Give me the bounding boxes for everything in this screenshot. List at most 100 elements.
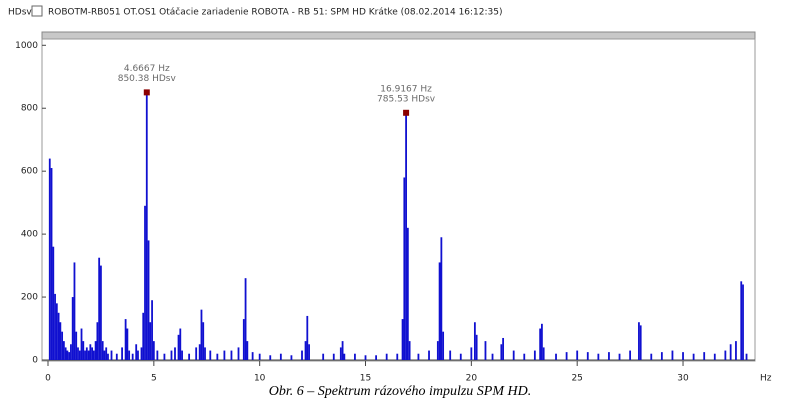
bar [101, 341, 104, 360]
bar [258, 353, 261, 360]
bar [512, 350, 515, 360]
bar [703, 352, 706, 360]
bar [354, 353, 356, 360]
bar [85, 347, 88, 360]
x-tick-label: 15 [360, 374, 371, 384]
bar [115, 353, 118, 360]
bar [135, 344, 138, 360]
bar [428, 350, 430, 360]
bar [124, 319, 127, 360]
annotation-y: 850.38 HDsv [118, 74, 177, 84]
bar [163, 353, 166, 360]
chart-title: ROBOTM-RB051 OT.OS1 Otáčacie zariadenie … [48, 7, 503, 18]
bar [151, 300, 153, 360]
icon [31, 5, 43, 17]
y-tick-label: 1000 [15, 41, 38, 51]
bar [639, 325, 642, 360]
caption: Obr. 6 – Spektrum rázového impulzu SPM H… [269, 384, 531, 399]
bar [735, 341, 737, 360]
bar [55, 303, 58, 360]
bar [54, 293, 56, 360]
bar [339, 347, 342, 360]
bar [491, 353, 494, 360]
bar [61, 331, 64, 360]
bar [91, 347, 93, 360]
bar [375, 355, 377, 360]
bar [70, 344, 72, 360]
bar [401, 319, 404, 360]
peak-marker [403, 109, 410, 116]
bar [541, 323, 543, 360]
bar [68, 352, 71, 360]
bar [96, 322, 99, 360]
bar [473, 322, 476, 360]
bar [244, 278, 247, 360]
bar [629, 350, 632, 360]
bar [650, 353, 653, 360]
bar [306, 315, 309, 360]
x-tick-label: 30 [677, 374, 689, 384]
bar [242, 319, 245, 360]
bar [322, 353, 325, 360]
bar [692, 353, 695, 360]
bar [152, 341, 155, 360]
bar [403, 177, 406, 360]
bar [94, 341, 97, 360]
bar [73, 262, 76, 360]
bar [62, 341, 65, 360]
bar [385, 353, 388, 360]
bar [202, 322, 205, 360]
bar [200, 309, 203, 360]
bar [149, 322, 152, 360]
bar [682, 352, 684, 360]
bar [174, 347, 176, 360]
bar [137, 350, 139, 360]
bar [75, 331, 78, 360]
bar [66, 350, 69, 360]
bar [438, 262, 441, 360]
bar [110, 350, 113, 360]
bar [64, 347, 67, 360]
bar [279, 353, 282, 360]
y-tick-label: 800 [21, 104, 38, 114]
bar [52, 246, 55, 360]
bar [341, 341, 344, 360]
bar [406, 227, 409, 360]
bar [50, 168, 53, 360]
bar [660, 352, 663, 360]
bar [608, 352, 610, 360]
y-tick-label: 0 [32, 356, 38, 366]
bar [89, 344, 92, 360]
bar [618, 353, 621, 360]
x-tick-label: 10 [254, 374, 266, 384]
bar [107, 353, 109, 360]
y-tick-label: 400 [21, 230, 38, 240]
bar [500, 344, 503, 360]
bar [80, 328, 83, 360]
peak-marker [143, 89, 150, 96]
bar [539, 328, 542, 360]
bar [436, 341, 439, 360]
bar [126, 328, 129, 360]
bar [301, 350, 303, 360]
bar [223, 350, 226, 360]
bar [470, 347, 473, 360]
bar [142, 312, 145, 360]
bar [188, 353, 191, 360]
bar [555, 353, 557, 360]
bar [459, 353, 462, 360]
bar [364, 355, 367, 360]
bar [100, 265, 102, 360]
bar [84, 350, 86, 360]
bar [542, 347, 545, 360]
y-axis-label: HDsv [8, 8, 32, 18]
bar [71, 297, 74, 360]
bar [78, 350, 81, 360]
bar [204, 347, 206, 360]
bar [745, 353, 748, 360]
bar [308, 344, 310, 360]
bar [82, 341, 85, 360]
bar [729, 344, 732, 360]
bar [304, 341, 307, 360]
